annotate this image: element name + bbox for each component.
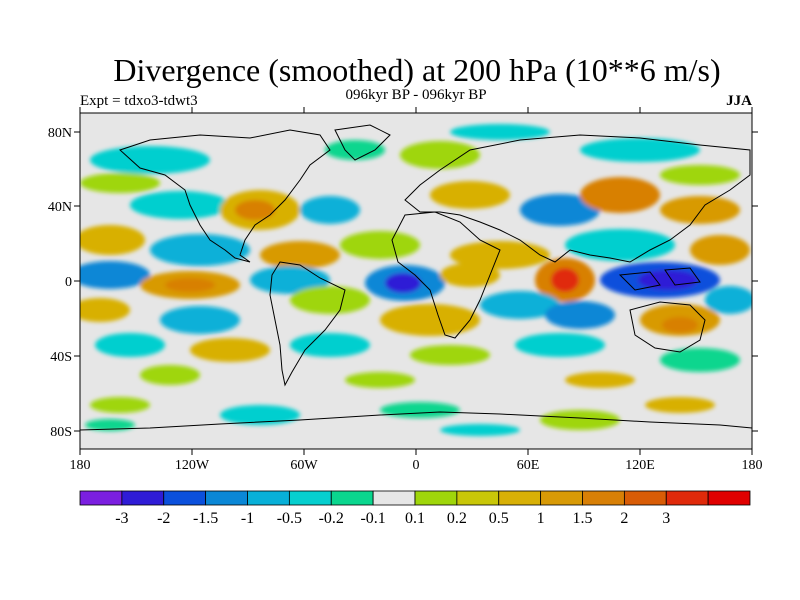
colorbar-swatch [121,490,165,506]
colorbar-label: 1.5 [573,510,593,527]
longitude-axis: 180 120W 60W 0 60E 120E 180 [70,107,763,473]
lat-tick-label: 0 [65,275,72,290]
lon-tick-label: 120W [175,458,210,473]
experiment-label: Expt = tdxo3-tdwt3 [80,93,198,109]
colorbar-swatch [456,490,500,506]
map-title: Divergence (smoothed) at 200 hPa (10**6 … [113,52,721,88]
colorbar-label: -0.1 [360,510,385,527]
divergence-field [80,124,752,436]
latitude-axis: 80N 40N 0 40S 80S [48,126,758,440]
lon-tick-label: 60E [517,458,540,473]
lat-tick-label: 40S [50,350,72,365]
colorbar-label: 3 [662,510,670,527]
colorbar-swatch [707,490,751,506]
colorbar-label: -3 [115,510,128,527]
period-label: 096kyr BP - 096kyr BP [345,87,487,103]
colorbar-swatch [498,490,542,506]
lat-tick-label: 80S [50,425,72,440]
colorbar-swatch [79,490,123,506]
colorbar-swatch [330,490,374,506]
lon-tick-label: 0 [413,458,420,473]
colorbar-label: -1.5 [193,510,218,527]
colorbar-swatch [247,490,290,506]
lon-tick-label: 180 [70,458,91,473]
lon-tick-label: 60W [290,458,318,473]
colorbar-label: 2 [620,510,628,527]
colorbar-label: -0.2 [319,510,344,527]
lon-tick-label: 120E [625,458,655,473]
colorbar: -3 -2 -1.5 -1 -0.5 -0.2 -0.1 0.1 0.2 0.5 1 1.5 2 3 [79,490,751,527]
colorbar-swatch [288,490,332,506]
colorbar-label: 0.1 [405,510,425,527]
colorbar-swatch [372,490,416,506]
colorbar-label: -1 [241,510,254,527]
coastlines [80,124,752,431]
colorbar-swatch [540,490,583,506]
colorbar-swatch [623,490,667,506]
colorbar-swatch [665,490,709,506]
colorbar-swatch [205,490,248,506]
colorbar-swatch [582,490,625,506]
colorbar-swatch [163,490,207,506]
lat-tick-label: 40N [48,200,72,215]
lon-tick-label: 180 [742,458,763,473]
season-label: JJA [726,93,752,109]
lat-tick-label: 80N [48,126,72,141]
colorbar-label: 0.5 [489,510,509,527]
colorbar-label: -0.5 [277,510,302,527]
colorbar-label: 0.2 [447,510,467,527]
colorbar-label: 1 [537,510,545,527]
colorbar-label: -2 [157,510,170,527]
colorbar-swatch [414,490,458,506]
